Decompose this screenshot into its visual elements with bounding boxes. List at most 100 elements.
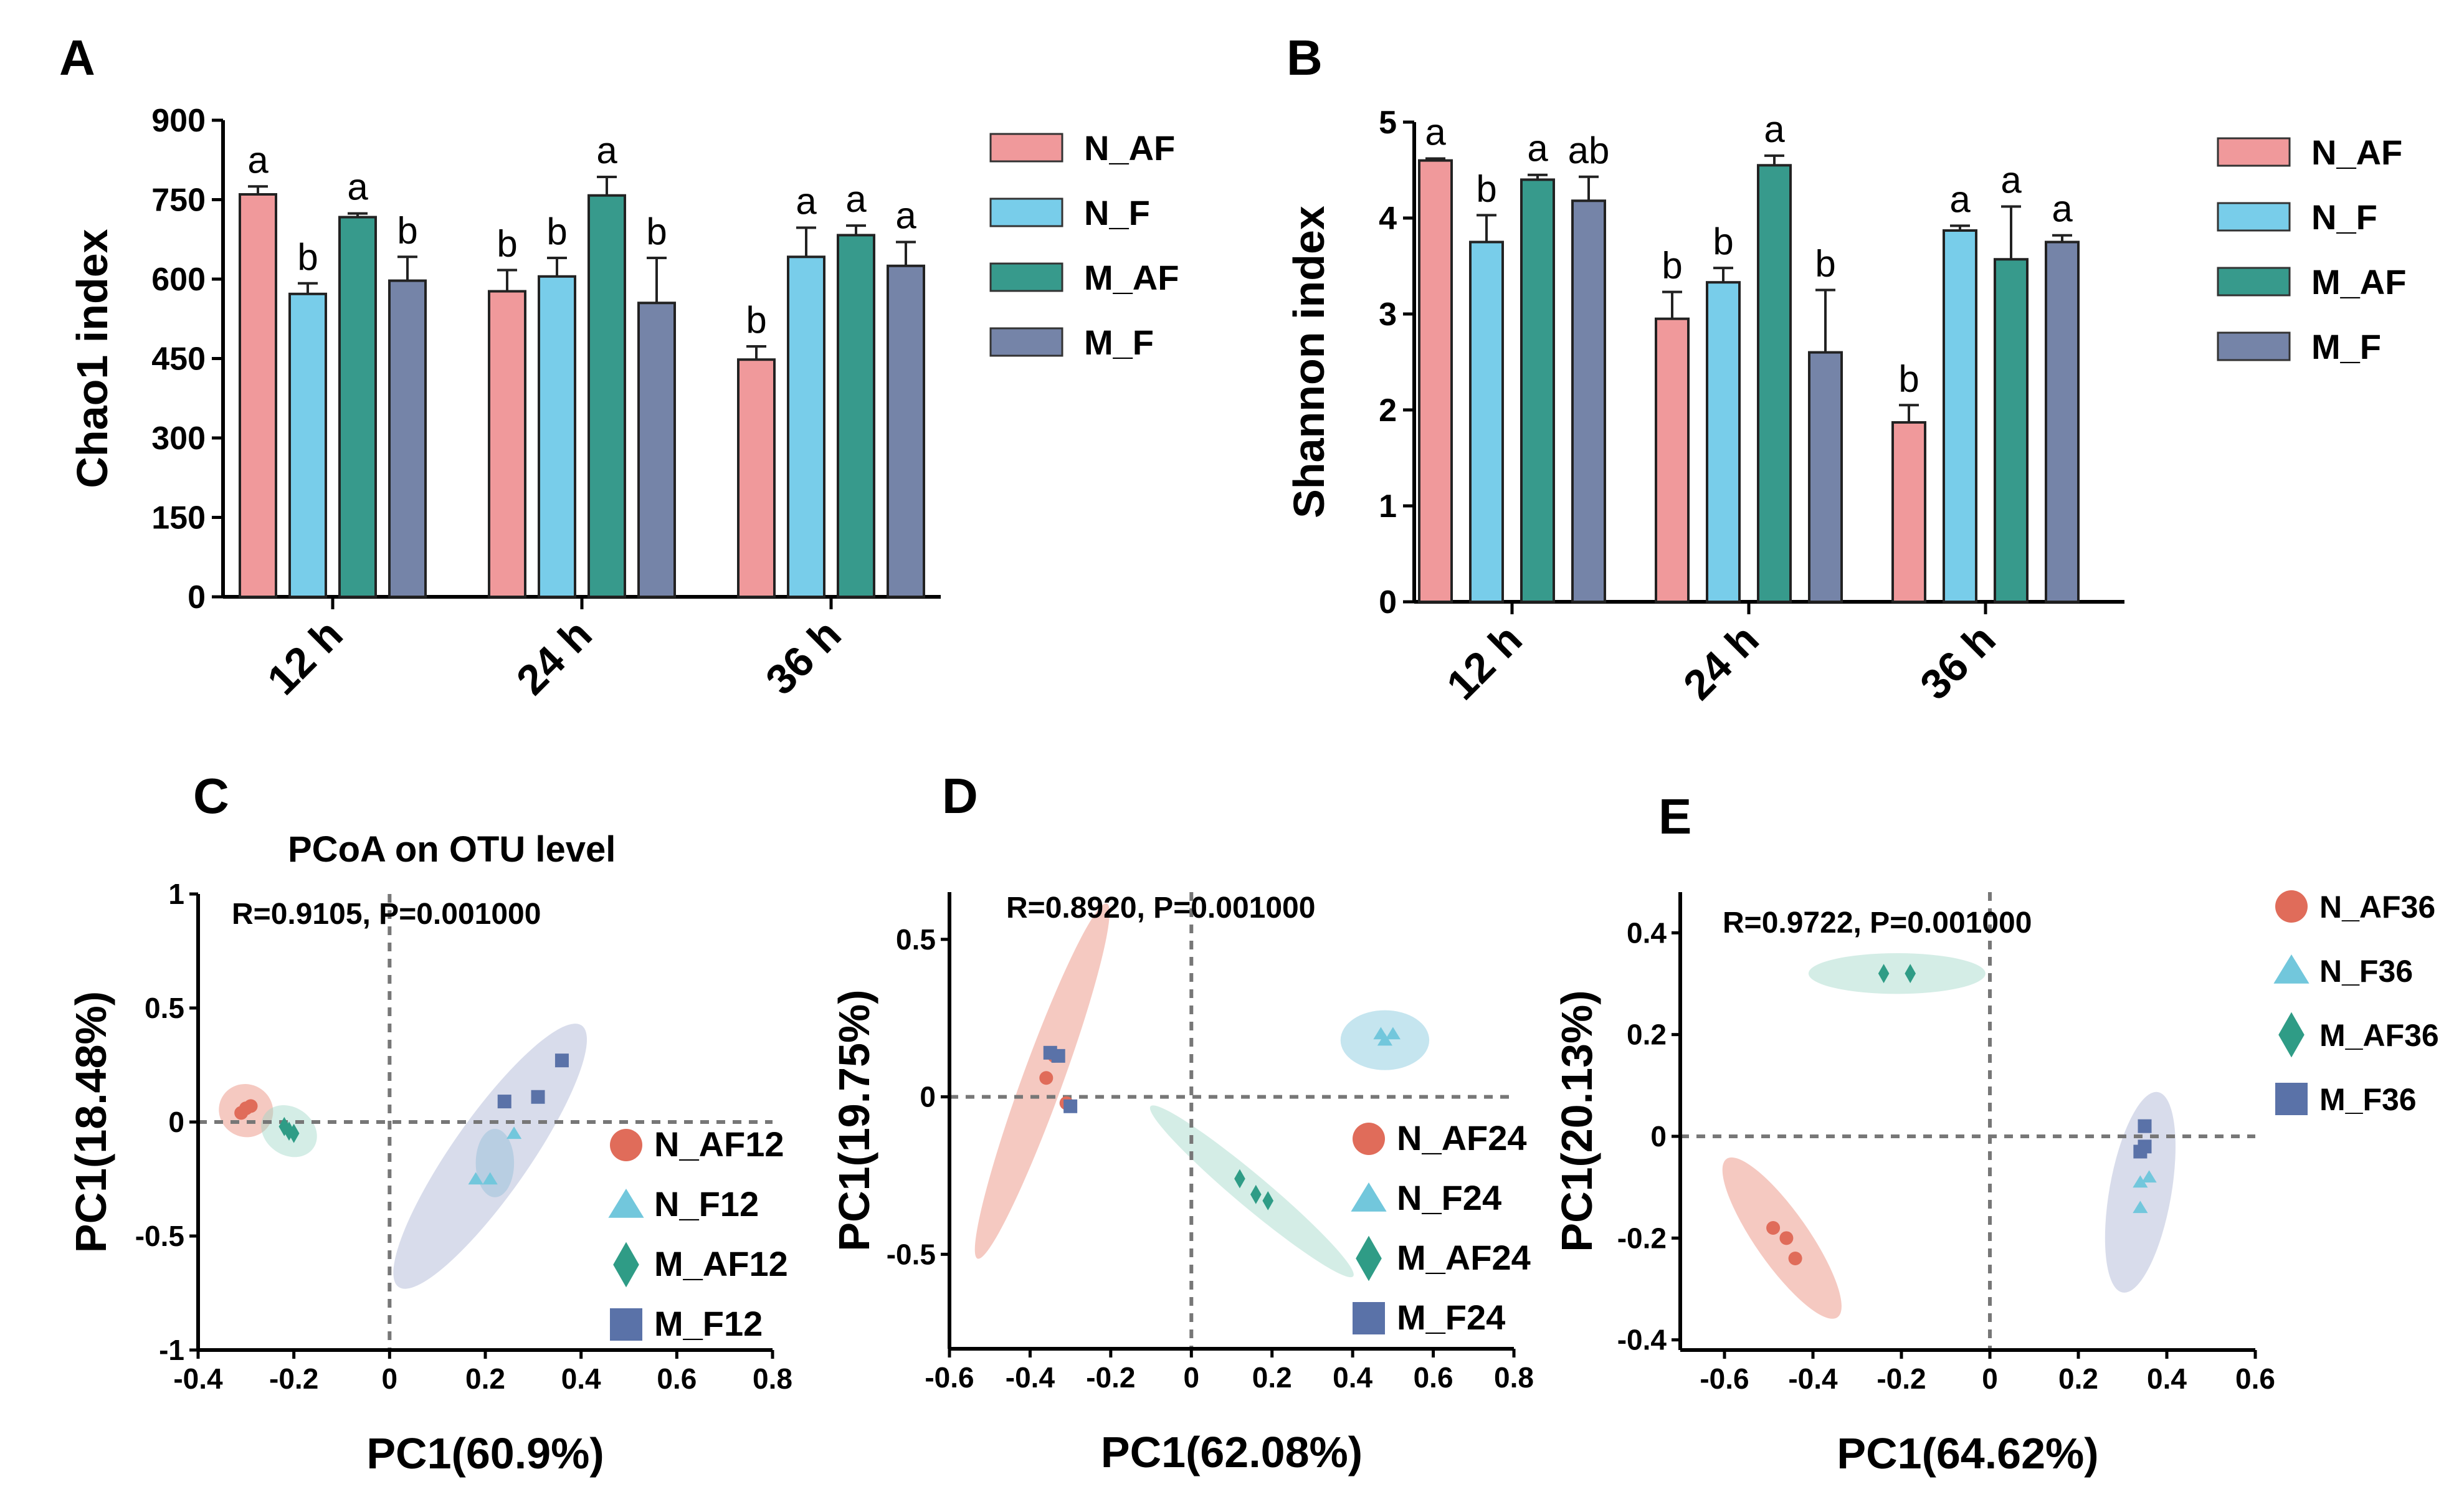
y-axis-label: PC1(19.75%) — [830, 989, 878, 1251]
bar — [239, 193, 277, 598]
scatter-point — [1377, 1033, 1393, 1046]
scatter-point — [244, 1099, 258, 1113]
bar — [1571, 199, 1606, 603]
x-category-label: 36 h — [1911, 616, 2005, 709]
significance-letter: a — [1764, 108, 1785, 150]
x-category-label: 24 h — [1675, 616, 1768, 709]
confidence-ellipse — [1149, 1105, 1354, 1278]
significance-letter: a — [596, 130, 617, 171]
y-tick-label: 0 — [188, 579, 206, 616]
y-tick-label: 4 — [1379, 201, 1397, 237]
legend-label: M_AF24 — [1397, 1238, 1531, 1277]
scatter-point — [1051, 1048, 1065, 1063]
scatter-point — [1063, 1099, 1078, 1113]
significance-letter: b — [1662, 245, 1682, 287]
x-tick-label: -0.6 — [1700, 1362, 1749, 1395]
y-tick-label: 900 — [151, 103, 206, 139]
scatter-point — [283, 1121, 295, 1141]
y-tick-label: -0.5 — [135, 1220, 184, 1252]
x-tick-label: 0.6 — [657, 1362, 697, 1395]
bar — [737, 358, 776, 598]
legend-swatch — [2217, 267, 2291, 297]
bar — [1808, 351, 1843, 603]
significance-letter: a — [2052, 188, 2073, 230]
bar — [1655, 317, 1690, 603]
legend-label: M_F24 — [1397, 1298, 1505, 1337]
scatter-point — [507, 1126, 522, 1139]
scatter-point — [554, 1053, 569, 1068]
legend-marker — [1351, 1182, 1387, 1212]
significance-letter: b — [1898, 358, 1919, 399]
legend-label: M_F — [2311, 327, 2381, 366]
significance-letter: a — [2000, 159, 2022, 201]
scatter-point — [482, 1172, 498, 1185]
legend-label: N_F — [2311, 197, 2377, 237]
scatter-point — [1250, 1184, 1262, 1204]
y-tick-label: 0.4 — [1627, 916, 1667, 949]
legend-marker — [613, 1242, 639, 1288]
scatter-point — [1788, 1252, 1802, 1265]
scatter-point — [2138, 1119, 2152, 1133]
significance-letter: b — [1476, 168, 1496, 209]
panel-label: C — [193, 768, 229, 824]
legend-label: M_AF12 — [654, 1244, 788, 1283]
x-axis-label: PC1(64.62%) — [1837, 1429, 2098, 1478]
legend-label: M_F36 — [2319, 1082, 2417, 1117]
legend-label: N_AF — [1084, 128, 1175, 168]
legend-swatch — [989, 327, 1063, 357]
y-tick-label: 5 — [1379, 105, 1397, 141]
bar — [1891, 421, 1926, 604]
significance-letter: a — [1949, 178, 1971, 220]
y-tick-label: -0.2 — [1617, 1222, 1667, 1254]
legend-marker — [610, 1308, 642, 1341]
legend-marker — [2278, 1012, 2305, 1058]
bar — [388, 279, 427, 598]
x-tick-label: -0.4 — [1006, 1361, 1055, 1394]
significance-letter: a — [347, 166, 368, 208]
legend-swatch — [989, 197, 1063, 227]
y-tick-label: 0.2 — [1627, 1019, 1667, 1051]
x-tick-label: 0.8 — [1494, 1361, 1534, 1394]
confidence-ellipse — [2105, 1091, 2176, 1293]
x-tick-label: 0 — [1183, 1361, 1199, 1394]
panel-D: D -0.6 -0.4 -0.2 0 0.2 0.4 0.6 0.8 -0.5 0 0.5 PC1(62… — [830, 768, 1534, 1476]
x-tick-label: -0.6 — [925, 1361, 974, 1394]
legend-label: N_F36 — [2319, 954, 2413, 989]
legend-label: M_AF — [2311, 262, 2406, 302]
y-tick-label: 150 — [151, 500, 206, 536]
legend-marker — [1353, 1302, 1385, 1334]
bar — [488, 290, 526, 598]
x-tick-label: 0.4 — [561, 1362, 601, 1395]
significance-letter: a — [247, 139, 269, 181]
legend-swatch — [2217, 137, 2291, 167]
bar — [887, 264, 925, 598]
y-tick-label: 2 — [1379, 392, 1397, 429]
panel-E: E -0.6 -0.4 -0.2 0 0.2 0.4 0.6 -0.4 -0.2 0 0.2 0.4 PC… — [1553, 789, 2439, 1478]
scatter-point — [2133, 1144, 2148, 1159]
bar — [2045, 240, 2080, 603]
x-axis-label: PC1(62.08%) — [1101, 1428, 1363, 1476]
y-tick-label: -0.5 — [887, 1238, 936, 1270]
legend-marker — [610, 1129, 642, 1161]
x-tick-label: 0.6 — [1414, 1361, 1453, 1394]
scatter-point — [468, 1172, 483, 1185]
legend-label: M_AF36 — [2319, 1018, 2439, 1053]
x-tick-label: 0.2 — [2058, 1362, 2098, 1395]
y-tick-label: 0.5 — [145, 992, 184, 1024]
x-category-label: 24 h — [508, 611, 601, 704]
legend-swatch — [989, 133, 1063, 163]
chart-title: PCoA on OTU level — [288, 829, 616, 870]
scatter-point — [1385, 1027, 1401, 1040]
legend-marker — [2273, 954, 2309, 984]
scatter-point — [1039, 1071, 1054, 1085]
significance-letter: a — [895, 195, 916, 237]
scatter-point — [497, 1095, 511, 1109]
x-tick-label: -0.4 — [173, 1362, 223, 1395]
legend-label: N_AF12 — [654, 1124, 784, 1164]
confidence-ellipse — [393, 1024, 587, 1289]
significance-letter: b — [1815, 243, 1835, 285]
significance-letter: ab — [1568, 130, 1610, 171]
scatter-point — [1779, 1231, 1794, 1245]
stat-annotation: R=0.9105, P=0.001000 — [232, 898, 541, 931]
